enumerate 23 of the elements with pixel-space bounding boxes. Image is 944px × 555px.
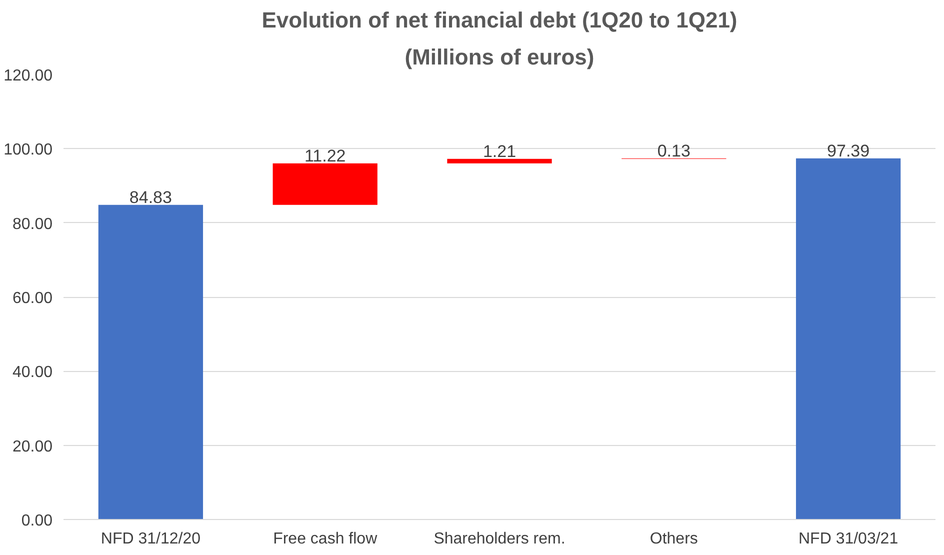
bar: [447, 158, 552, 164]
data-label: 97.39: [827, 141, 870, 160]
data-label: 84.83: [129, 188, 172, 207]
y-tick-label: 60.00: [12, 290, 53, 307]
chart-title: Evolution of net financial debt (1Q20 to 1Q21): [262, 8, 738, 32]
x-tick-label: NFD 31/12/20: [100, 530, 201, 548]
y-tick-label: 40.00: [12, 364, 53, 382]
data-label: 1.21: [482, 142, 516, 161]
y-tick-label: 100.00: [4, 142, 53, 159]
bar: [796, 158, 901, 520]
x-tick-label: Others: [650, 530, 698, 548]
y-tick-label: 0.00: [21, 512, 53, 530]
y-tick-label: 20.00: [12, 438, 53, 456]
chart-subtitle: (Millions of euros): [404, 44, 594, 70]
x-tick-label: Shareholders rem.: [434, 530, 566, 548]
bar: [272, 163, 378, 205]
data-label: 0.13: [657, 141, 690, 160]
y-tick-label: 80.00: [12, 216, 53, 233]
bar: [98, 204, 204, 520]
y-tick-label: 120.00: [4, 68, 53, 84]
x-tick-label: Free cash flow: [273, 530, 378, 548]
data-label: 11.22: [304, 146, 346, 166]
x-tick-label: NFD 31/03/21: [798, 530, 898, 548]
